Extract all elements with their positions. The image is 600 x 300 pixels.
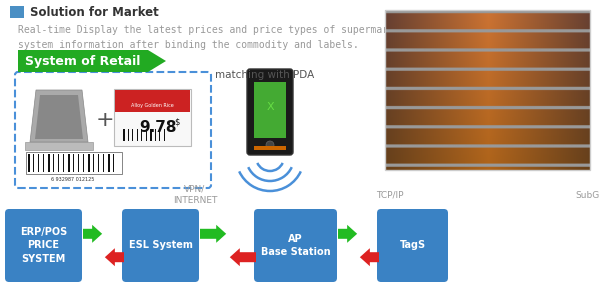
- Bar: [38, 154, 39, 172]
- FancyBboxPatch shape: [5, 209, 82, 282]
- Bar: [88, 154, 90, 172]
- Bar: [73, 154, 74, 172]
- FancyArrow shape: [360, 248, 379, 266]
- Bar: [108, 154, 110, 172]
- Text: Solution for Market: Solution for Market: [30, 5, 159, 19]
- Bar: [141, 129, 142, 141]
- Text: VPN/
INTERNET: VPN/ INTERNET: [173, 185, 217, 205]
- Text: X: X: [266, 102, 274, 112]
- Text: 6 932987 012125: 6 932987 012125: [52, 177, 95, 182]
- FancyArrow shape: [105, 248, 124, 266]
- FancyBboxPatch shape: [247, 69, 293, 155]
- FancyArrow shape: [200, 225, 226, 243]
- Bar: [150, 129, 151, 141]
- Text: ERP/POS
PRICE
SYSTEM: ERP/POS PRICE SYSTEM: [20, 227, 67, 264]
- Bar: [78, 154, 79, 172]
- Text: TCP/IP: TCP/IP: [376, 191, 404, 200]
- Bar: [93, 154, 94, 172]
- Text: ESL System: ESL System: [128, 241, 193, 250]
- Bar: [113, 154, 114, 172]
- Text: $: $: [174, 117, 179, 126]
- Bar: [63, 154, 64, 172]
- Polygon shape: [35, 95, 83, 139]
- Text: TagS: TagS: [400, 241, 425, 250]
- Bar: [58, 154, 59, 172]
- Bar: [48, 154, 50, 172]
- Bar: [83, 154, 84, 172]
- Text: SubG: SubG: [575, 191, 599, 200]
- FancyBboxPatch shape: [10, 6, 24, 18]
- Bar: [137, 129, 138, 141]
- Text: Alloy Golden Rice: Alloy Golden Rice: [131, 103, 174, 108]
- Bar: [163, 129, 165, 141]
- Bar: [33, 154, 34, 172]
- Text: Real-time Display the latest prices and price types of supermarket background
sy: Real-time Display the latest prices and …: [18, 25, 470, 50]
- FancyBboxPatch shape: [114, 89, 191, 146]
- FancyBboxPatch shape: [18, 50, 148, 72]
- FancyArrow shape: [83, 225, 102, 243]
- Bar: [123, 129, 125, 141]
- Bar: [159, 129, 160, 141]
- Bar: [28, 154, 30, 172]
- Text: System of Retail: System of Retail: [25, 55, 140, 68]
- Bar: [68, 154, 70, 172]
- Polygon shape: [30, 90, 88, 142]
- Text: 9.78: 9.78: [140, 120, 177, 135]
- FancyBboxPatch shape: [254, 209, 337, 282]
- Bar: [43, 154, 44, 172]
- FancyBboxPatch shape: [25, 142, 93, 150]
- Bar: [98, 154, 99, 172]
- Bar: [26, 152, 122, 174]
- Text: +: +: [95, 110, 115, 130]
- Bar: [132, 129, 133, 141]
- Text: matching with PDA: matching with PDA: [215, 70, 314, 80]
- FancyArrow shape: [230, 248, 256, 266]
- FancyBboxPatch shape: [254, 82, 286, 138]
- Polygon shape: [148, 50, 166, 72]
- Circle shape: [266, 141, 274, 149]
- FancyBboxPatch shape: [122, 209, 199, 282]
- Text: AP
Base Station: AP Base Station: [260, 234, 331, 257]
- Bar: [254, 146, 286, 150]
- Bar: [53, 154, 54, 172]
- Bar: [103, 154, 104, 172]
- FancyArrow shape: [338, 225, 357, 243]
- FancyBboxPatch shape: [377, 209, 448, 282]
- Bar: [385, 10, 590, 170]
- FancyBboxPatch shape: [115, 90, 190, 112]
